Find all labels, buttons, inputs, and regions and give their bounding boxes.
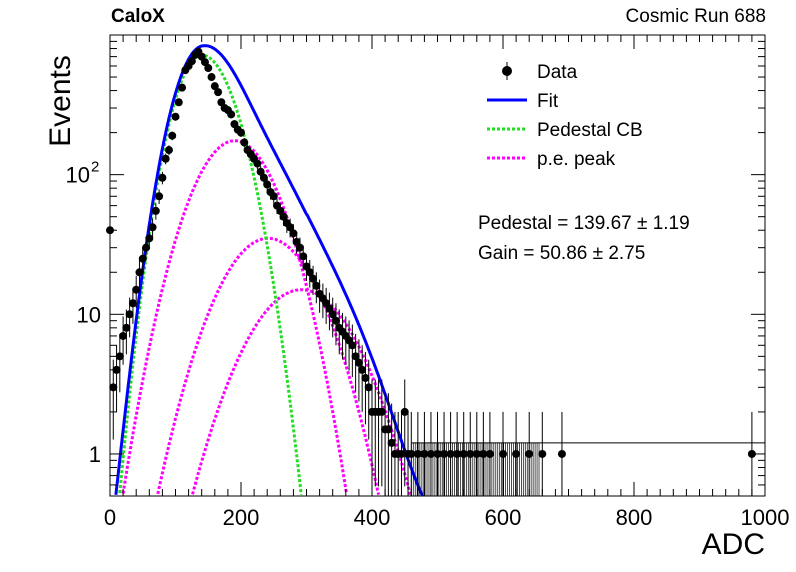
- data-point: [331, 316, 340, 325]
- data-point: [164, 146, 173, 155]
- data-point: [384, 425, 393, 434]
- y-tick-label: 1: [89, 442, 101, 467]
- data-point: [269, 192, 278, 201]
- x-tick-label: 800: [616, 505, 653, 530]
- data-point: [400, 407, 409, 416]
- data-point: [440, 449, 449, 458]
- data-point: [499, 449, 507, 458]
- data-point: [227, 110, 236, 119]
- data-point: [479, 449, 488, 458]
- data-point: [145, 234, 154, 243]
- legend-label: Data: [537, 62, 578, 83]
- x-tick-label: 200: [223, 505, 260, 530]
- data-point: [358, 365, 367, 374]
- data-point: [161, 154, 170, 163]
- data-point: [171, 112, 180, 121]
- data-point: [397, 449, 406, 458]
- data-point: [361, 373, 370, 382]
- fit-curve: [114, 44, 424, 497]
- data-point: [433, 449, 442, 458]
- data-points: [106, 47, 765, 496]
- data-point: [286, 223, 295, 232]
- data-point: [119, 331, 128, 340]
- data-point: [214, 88, 223, 97]
- data-point: [420, 449, 429, 458]
- data-point: [207, 73, 216, 82]
- legend-marker: [502, 66, 512, 76]
- fit-result-text: Pedestal = 139.67 ± 1.19: [478, 213, 690, 234]
- experiment-label: CaloX: [111, 6, 165, 27]
- data-point: [295, 243, 304, 252]
- fit-curves: [114, 44, 424, 497]
- data-point: [122, 323, 131, 332]
- data-point: [174, 98, 183, 107]
- data-point: [413, 449, 422, 458]
- legend-label: Pedestal CB: [537, 120, 643, 141]
- data-point: [204, 64, 213, 73]
- data-point: [155, 192, 164, 201]
- data-point: [312, 281, 321, 290]
- legend: Data Fit Pedestal CB p.e. peak: [487, 62, 643, 170]
- data-point: [348, 341, 357, 350]
- legend-label: p.e. peak: [537, 149, 616, 170]
- y-axis-label: Events: [43, 55, 77, 147]
- data-point: [158, 173, 167, 182]
- data-point: [263, 180, 272, 189]
- y-tick-exponent: 2: [91, 159, 99, 176]
- data-point: [453, 449, 462, 458]
- data-point: [351, 352, 360, 361]
- data-point: [187, 57, 196, 66]
- data-point: [178, 83, 187, 92]
- data-point: [309, 274, 318, 283]
- data-point: [115, 352, 124, 361]
- data-point: [200, 58, 209, 67]
- run-label: Cosmic Run 688: [625, 6, 766, 27]
- data-point: [557, 449, 566, 458]
- data-point: [538, 449, 547, 458]
- x-tick-label: 1000: [741, 505, 790, 530]
- data-point: [253, 159, 262, 168]
- data-point: [299, 252, 308, 261]
- data-point: [132, 285, 141, 294]
- tail-error-band: [410, 442, 765, 496]
- legend-label: Fit: [537, 91, 559, 112]
- data-point: [512, 449, 521, 458]
- data-point: [328, 310, 337, 319]
- data-point: [354, 358, 363, 367]
- data-point: [364, 383, 373, 392]
- pe-peak-curve-2: [156, 236, 381, 495]
- data-point: [135, 268, 144, 277]
- y-tick-label: 10: [66, 163, 90, 188]
- data-point: [259, 173, 268, 182]
- y-tick-label: 10: [77, 302, 101, 327]
- data-point: [168, 131, 177, 140]
- data-point: [459, 449, 468, 458]
- data-point: [138, 254, 147, 263]
- data-point: [125, 310, 134, 319]
- data-point: [472, 449, 481, 458]
- data-point: [142, 243, 151, 252]
- data-point: [279, 212, 288, 221]
- x-tick-label: 0: [104, 505, 116, 530]
- data-point: [128, 299, 137, 308]
- data-point: [305, 268, 314, 277]
- data-point: [289, 229, 298, 238]
- data-point: [210, 82, 219, 91]
- data-point: [237, 128, 245, 137]
- x-axis-label: ADC: [701, 528, 765, 561]
- data-point: [387, 438, 396, 447]
- x-tick-label: 400: [354, 505, 391, 530]
- data-point: [240, 138, 249, 147]
- pe-peak-curve-3: [191, 288, 413, 496]
- data-point: [151, 206, 160, 215]
- fit-result-text: Gain = 50.86 ± 2.75: [478, 243, 645, 264]
- fit-results: Pedestal = 139.67 ± 1.19 Gain = 50.86 ± 2…: [478, 213, 690, 264]
- data-point: [256, 167, 265, 176]
- x-tick-label: 600: [485, 505, 522, 530]
- data-point: [377, 407, 386, 416]
- data-point: [148, 223, 157, 232]
